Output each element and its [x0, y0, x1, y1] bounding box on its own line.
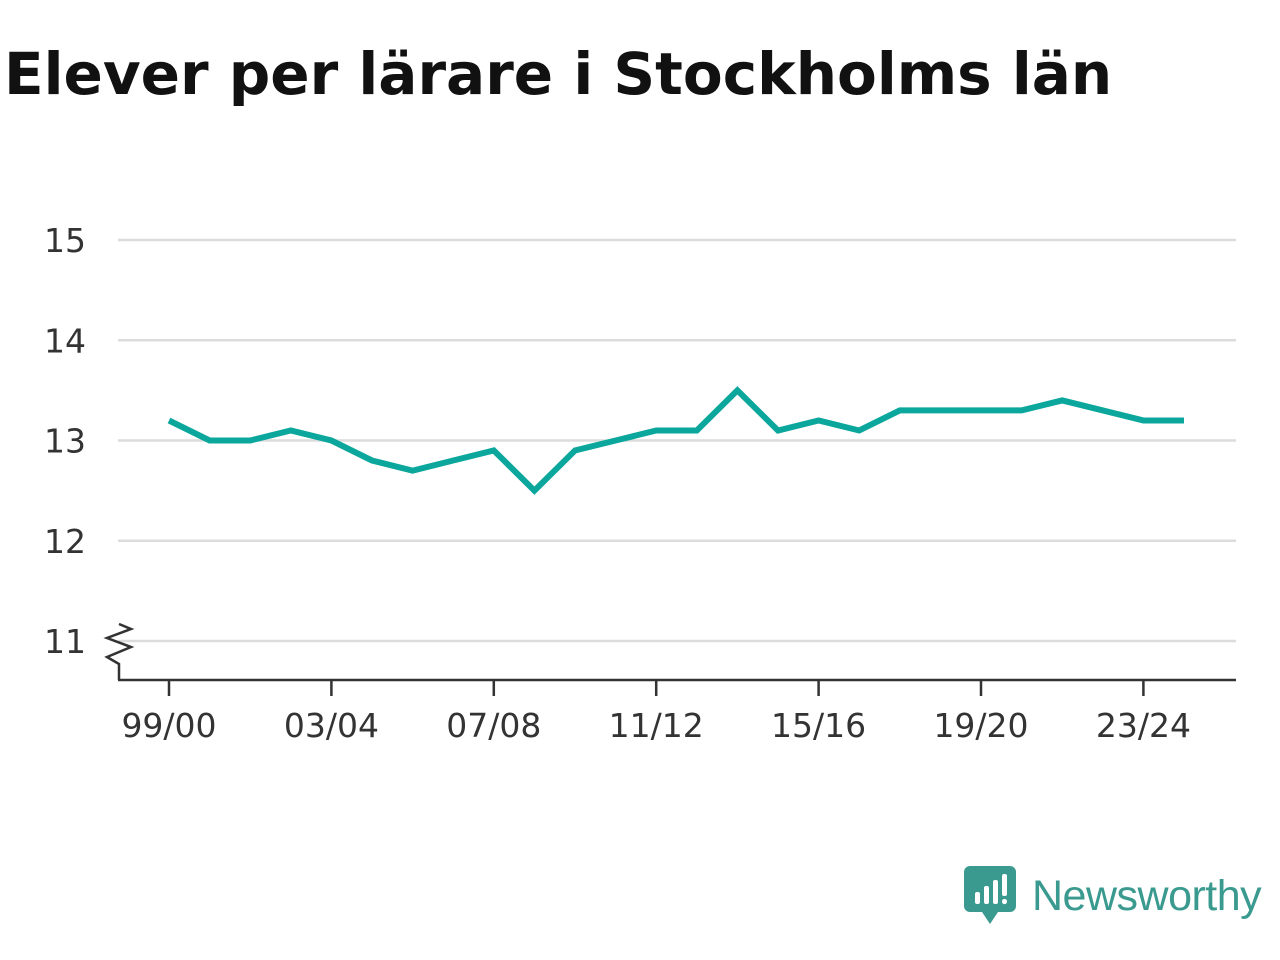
- y-axis-break: [103, 622, 135, 680]
- data-point: [1059, 397, 1065, 403]
- x-tick-label: 11/12: [609, 706, 704, 745]
- y-tick-label: 15: [44, 221, 86, 260]
- gridlines: [118, 238, 1236, 643]
- brand-name: Newsworthy: [1032, 871, 1262, 920]
- data-point: [531, 488, 537, 494]
- data-point: [694, 427, 700, 433]
- data-point: [288, 427, 294, 433]
- data-point: [369, 458, 375, 464]
- data-point: [572, 448, 578, 454]
- data-point: [410, 468, 416, 474]
- tick-labels: 11 12 13 14 15 99/00 03/04 07/08 11/12 15/16 19/20…: [44, 221, 1191, 745]
- chart-title: Elever per lärare i Stockholms län: [4, 40, 1113, 108]
- data-point: [207, 438, 213, 444]
- series-layer: [166, 386, 1187, 495]
- data-point: [450, 458, 456, 464]
- data-point: [734, 387, 740, 393]
- y-tick-label: 12: [44, 522, 86, 561]
- data-point: [491, 448, 497, 454]
- y-tick-label: 13: [44, 422, 86, 461]
- data-point: [166, 417, 172, 423]
- y-tick-label: 11: [44, 622, 86, 661]
- y-tick-label: 14: [44, 321, 86, 360]
- x-tick-label: 19/20: [933, 706, 1028, 745]
- data-point: [937, 407, 943, 413]
- data-point: [1181, 417, 1187, 423]
- x-tick-label: 99/00: [121, 706, 216, 745]
- data-point: [775, 427, 781, 433]
- x-tick-label: 07/08: [446, 706, 541, 745]
- data-point: [328, 438, 334, 444]
- newsworthy-logo-icon: [964, 866, 1016, 924]
- data-point: [247, 438, 253, 444]
- data-point: [653, 427, 659, 433]
- data-point: [978, 407, 984, 413]
- data-point: [816, 417, 822, 423]
- data-point: [613, 438, 619, 444]
- data-point: [897, 407, 903, 413]
- data-point: [1019, 407, 1025, 413]
- data-point: [856, 427, 862, 433]
- x-tick-label: 03/04: [284, 706, 379, 745]
- data-point: [1140, 417, 1146, 423]
- brand-logo: Newsworthy: [964, 864, 1274, 928]
- axes: [103, 622, 1236, 696]
- data-point: [1100, 407, 1106, 413]
- series-line: [167, 386, 1184, 495]
- x-tick-label: 15/16: [771, 706, 866, 745]
- x-tick-label: 23/24: [1096, 706, 1191, 745]
